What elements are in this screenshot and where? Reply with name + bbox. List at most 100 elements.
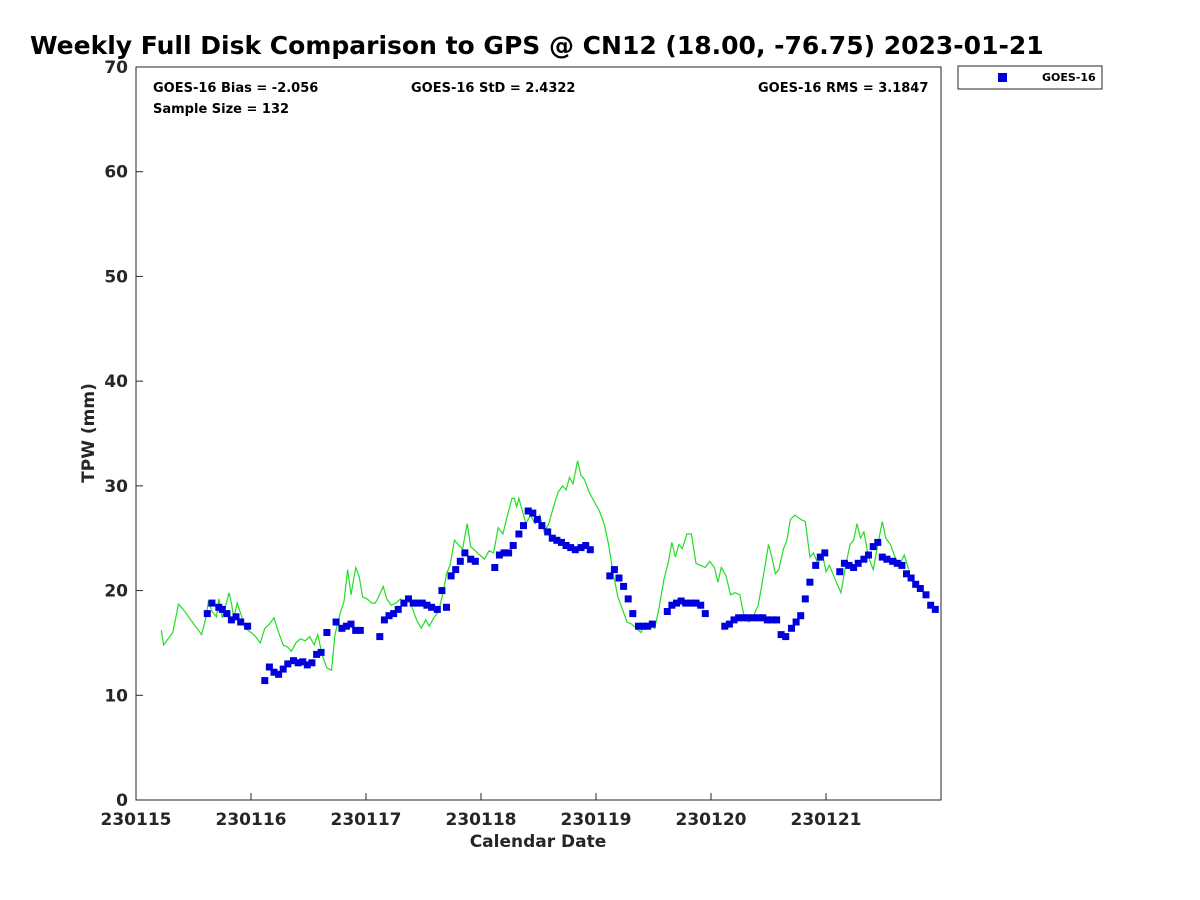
goes-16-point xyxy=(279,665,287,673)
goes-16-point xyxy=(338,624,346,632)
y-tick-label: 20 xyxy=(104,582,128,602)
legend: GOES-16 xyxy=(957,65,1103,90)
goes-16-point xyxy=(332,618,340,626)
goes-16-point xyxy=(495,551,503,559)
x-tick-label: 230116 xyxy=(216,810,287,830)
goes-16-point xyxy=(571,546,579,554)
goes-16-point xyxy=(663,608,671,615)
goes-16-point xyxy=(380,616,388,624)
goes-16-point xyxy=(313,650,321,658)
goes-16-point xyxy=(750,614,757,622)
goes-16-point xyxy=(840,559,848,567)
goes-16-point xyxy=(227,616,235,624)
x-tick-label: 230117 xyxy=(331,810,402,830)
x-tick-label: 230119 xyxy=(561,810,632,830)
goes-16-point xyxy=(394,605,402,613)
goes-16-point xyxy=(400,599,408,607)
goes-16-point xyxy=(237,618,245,626)
goes-16-point xyxy=(515,530,523,538)
goes-16-point xyxy=(414,599,422,607)
goes-16-point xyxy=(567,544,575,552)
goes-16-point xyxy=(620,582,628,590)
goes-16-point xyxy=(677,597,685,605)
goes-16-point xyxy=(898,561,906,569)
goes-16-point xyxy=(893,559,901,567)
goes-16-point xyxy=(927,601,935,609)
goes-16-point xyxy=(639,622,647,630)
goes-16-point xyxy=(697,601,705,609)
goes-16-point xyxy=(428,603,436,611)
goes-16-point xyxy=(624,595,632,603)
goes-16-point xyxy=(874,538,882,546)
goes-16-point xyxy=(218,605,226,613)
goes-16-point xyxy=(352,626,360,634)
plot-frame xyxy=(135,66,942,801)
goes-16-point xyxy=(544,528,552,536)
goes-16-point xyxy=(529,509,537,517)
goes-16-point xyxy=(606,572,614,580)
goes-16-point xyxy=(792,618,800,626)
goes-16-point xyxy=(739,614,747,622)
goes-16-point xyxy=(270,668,278,676)
goes-16-point xyxy=(290,657,297,665)
goes-16-point xyxy=(299,658,307,666)
goes-16-point xyxy=(505,549,513,557)
series-layer xyxy=(160,460,939,685)
y-tick-label: 70 xyxy=(104,58,128,78)
goes-16-point xyxy=(423,601,431,609)
y-tick-label: 30 xyxy=(104,477,128,497)
goes-16-point xyxy=(912,580,920,588)
goes-16-point xyxy=(916,585,924,592)
goes-16-point xyxy=(553,536,561,544)
goes-16-point xyxy=(730,616,738,624)
goes-16-point xyxy=(865,551,872,559)
y-tick-label: 60 xyxy=(104,163,128,183)
goes-16-point xyxy=(782,633,790,641)
goes-16-point xyxy=(812,561,820,569)
goes-16-point xyxy=(744,614,752,622)
goes-16-point xyxy=(644,622,652,630)
goes-16-point xyxy=(860,555,868,563)
goes-16-point xyxy=(682,599,690,607)
y-tick-label: 40 xyxy=(104,372,128,392)
goes-16-point xyxy=(806,578,814,586)
goes-16-point xyxy=(777,631,785,639)
goes-16-point xyxy=(701,610,709,618)
goes-16-point xyxy=(500,549,508,557)
goes-16-point xyxy=(821,549,829,557)
std-stat: GOES-16 StD = 2.4322 xyxy=(411,81,575,96)
goes-16-point xyxy=(816,553,824,561)
goes-16-point xyxy=(610,566,618,574)
goes-16-point xyxy=(577,544,585,552)
goes-16-point xyxy=(443,603,450,611)
x-tick-label: 230115 xyxy=(101,810,172,830)
goes-16-point xyxy=(768,616,776,624)
y-tick-label: 50 xyxy=(104,267,128,287)
goes-16-point xyxy=(294,659,302,667)
goes-16-point xyxy=(763,616,771,624)
legend-box xyxy=(957,65,1103,90)
goes-16-point xyxy=(648,620,656,628)
goes-16-point xyxy=(467,555,475,563)
goes-16-point xyxy=(203,610,211,618)
goes-16-point xyxy=(303,661,311,669)
x-tick-label: 230120 xyxy=(676,810,747,830)
gps-line xyxy=(160,460,910,672)
y-axis: 0 10 20 30 40 50 60 70 xyxy=(104,58,143,811)
goes-16-point xyxy=(265,663,273,671)
goes-16-point xyxy=(376,633,384,641)
goes-16-point xyxy=(850,564,858,571)
goes-16-point xyxy=(232,613,240,621)
goes-16-point xyxy=(409,599,417,607)
goes-16-point xyxy=(433,605,441,613)
goes-16-point xyxy=(461,549,469,557)
goes-16-point xyxy=(836,568,844,576)
goes-16-point xyxy=(692,599,700,607)
goes-16-point xyxy=(471,557,479,565)
goes-16-point xyxy=(668,601,676,609)
legend-label: GOES-16 xyxy=(1042,71,1096,84)
goes-16-point xyxy=(869,543,877,551)
goes-16-point xyxy=(244,622,252,630)
goes-16-point xyxy=(284,660,292,668)
goes-16-point xyxy=(687,599,695,607)
